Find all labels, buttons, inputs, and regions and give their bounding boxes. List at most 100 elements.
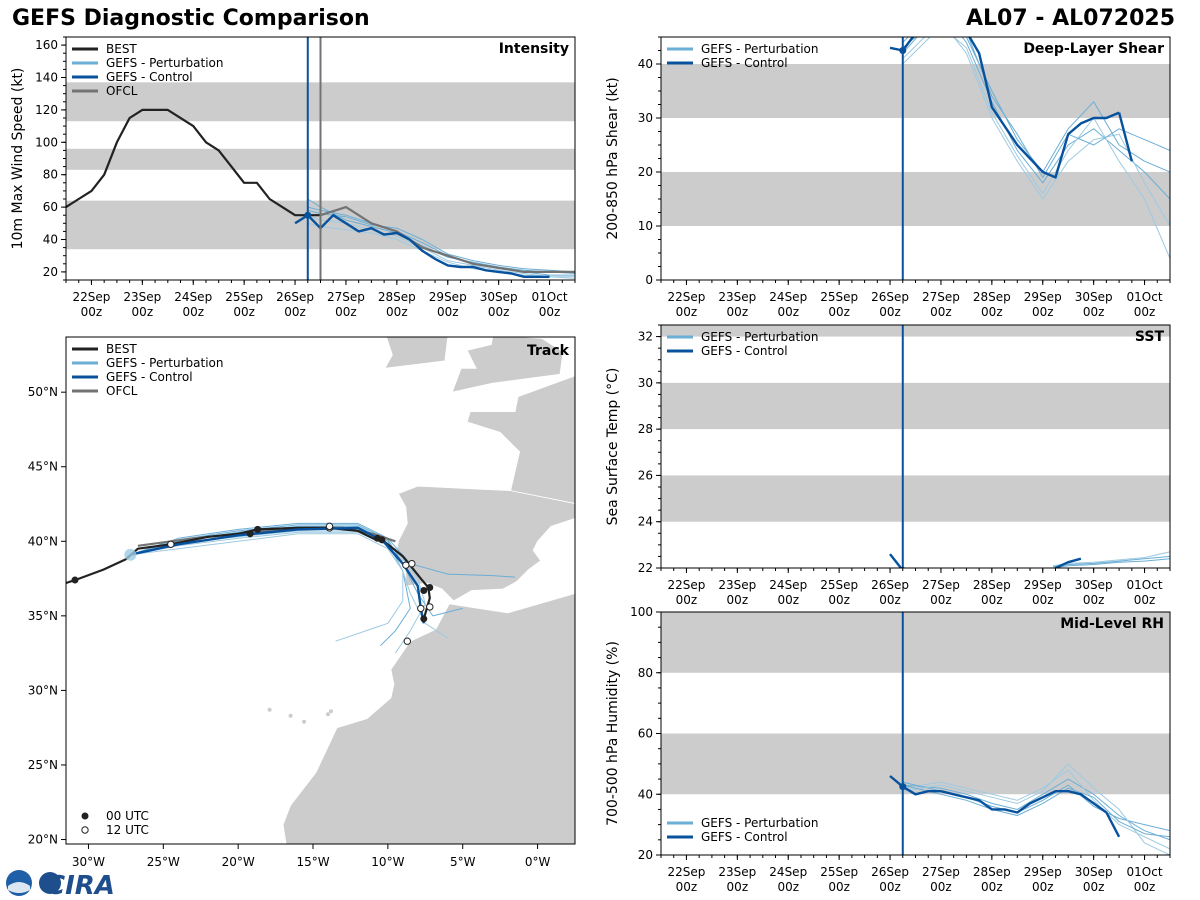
x-tick-label: 00z: [777, 305, 799, 319]
x-tick-label: 24Sep: [769, 290, 807, 304]
x-tick-label: 00z: [539, 305, 561, 319]
y-tick-label: 10: [638, 219, 653, 233]
cira-logo: CIRA: [6, 870, 114, 898]
best-12utc-point: [403, 637, 412, 645]
y-tick-label: 100: [630, 605, 653, 619]
x-tick-label: 00z: [81, 305, 103, 319]
x-tick-label: 30Sep: [1075, 578, 1113, 592]
x-tick-label: 22Sep: [668, 290, 706, 304]
x-tick-label: 30Sep: [480, 290, 518, 304]
x-tick-label: 00z: [284, 305, 306, 319]
figure-title: GEFS Diagnostic Comparison: [12, 6, 370, 31]
best-12utc-point: [426, 603, 434, 611]
x-tick-label: 00z: [828, 880, 850, 894]
best-series-line: [66, 108, 321, 217]
france-land: [466, 337, 575, 506]
y-tick-label: 80: [43, 168, 58, 182]
legend-label: OFCL: [106, 84, 138, 98]
x-tick-label: 00z: [1083, 593, 1105, 607]
x-tick-label: 22Sep: [668, 578, 706, 592]
y-axis-label: 200-850 hPa Shear (kt): [605, 77, 621, 239]
intensity-band: [661, 382, 1170, 430]
x-tick-label: 29Sep: [429, 290, 467, 304]
y-tick-label: 35°N: [28, 609, 58, 623]
legend-label: 12 UTC: [106, 823, 149, 837]
perturbation-series-line: [902, 37, 1170, 259]
legend-label: GEFS - Control: [106, 70, 193, 84]
legend-label: GEFS - Perturbation: [701, 330, 818, 344]
x-tick-label: 5°W: [450, 855, 476, 869]
x-tick-label: 20°W: [222, 855, 255, 869]
x-tick-label: 00z: [1083, 305, 1105, 319]
y-tick-label: 50°N: [28, 385, 58, 399]
x-tick-label: 00z: [233, 305, 255, 319]
axes-frame: [65, 336, 576, 845]
panel-title: Mid-Level RH: [1060, 616, 1164, 632]
x-tick-label: 00z: [437, 305, 459, 319]
best-track-line: [66, 526, 431, 620]
panel-title: Track: [527, 343, 570, 359]
x-tick-label: 26Sep: [276, 290, 314, 304]
y-tick-label: 60: [43, 200, 58, 214]
x-tick-label: 27Sep: [922, 290, 960, 304]
x-tick-label: 00z: [777, 593, 799, 607]
init-marker: [304, 211, 312, 219]
x-tick-label: 00z: [930, 305, 952, 319]
y-tick-label: 30: [638, 111, 653, 125]
y-tick-label: 25°N: [28, 758, 58, 772]
x-tick-label: 25Sep: [820, 578, 858, 592]
control-series-line: [889, 37, 1120, 179]
x-tick-label: 28Sep: [973, 290, 1011, 304]
x-tick-label: 26Sep: [871, 865, 909, 879]
y-tick-label: 120: [35, 103, 58, 117]
x-tick-label: 00z: [1134, 305, 1156, 319]
x-tick-label: 00z: [727, 305, 749, 319]
x-tick-label: 00z: [386, 305, 408, 319]
x-tick-label: 01Oct: [1127, 865, 1163, 879]
legend-12utc-marker: [81, 826, 89, 834]
legend-00utc-marker: [81, 812, 89, 820]
plot-area: [66, 37, 575, 280]
plot-area: [661, 325, 1170, 568]
x-tick-label: 15°W: [296, 855, 329, 869]
x-tick-label: 01Oct: [1127, 578, 1163, 592]
y-axis-label: Sea Surface Temp (°C): [605, 368, 621, 526]
init-marker: [899, 783, 907, 791]
panel-title: Intensity: [499, 41, 569, 57]
legend-label: GEFS - Control: [701, 830, 788, 844]
perturbation-series-line: [1052, 551, 1170, 567]
x-tick-label: 22Sep: [668, 865, 706, 879]
x-tick-label: 00z: [335, 305, 357, 319]
control-series-line: [889, 775, 1121, 838]
panel-shear: 01020304022Sep00z23Sep00z24Sep00z25Sep00…: [605, 36, 1171, 319]
y-tick-label: 40: [638, 57, 653, 71]
x-tick-label: 00z: [981, 305, 1003, 319]
init-cluster: [124, 548, 137, 561]
best-00utc-point: [420, 587, 428, 594]
best-12utc-point: [417, 604, 425, 613]
control-series-line: [1117, 112, 1133, 162]
x-tick-label: 00z: [182, 305, 204, 319]
y-tick-label: 22: [638, 561, 653, 575]
control-track-line: [130, 526, 425, 624]
x-tick-label: 24Sep: [174, 290, 212, 304]
best-12utc-point: [325, 522, 334, 531]
noaa-wave-icon: [8, 882, 30, 893]
x-tick-label: 00z: [1032, 593, 1054, 607]
intensity-band: [661, 325, 1170, 337]
y-tick-label: 40°N: [28, 534, 58, 548]
x-tick-label: 01Oct: [532, 290, 568, 304]
x-tick-label: 00z: [930, 593, 952, 607]
y-tick-label: 0: [645, 273, 653, 287]
storm-id: AL07 - AL072025: [966, 6, 1175, 31]
x-tick-label: 00z: [676, 305, 698, 319]
x-tick-label: 22Sep: [73, 290, 111, 304]
x-tick-label: 26Sep: [871, 290, 909, 304]
x-tick-label: 25Sep: [225, 290, 263, 304]
intensity-band: [661, 475, 1170, 522]
intensity-band: [661, 64, 1170, 118]
best-00utc-point: [246, 530, 254, 538]
best-00utc-point: [426, 584, 434, 592]
legend-label: GEFS - Perturbation: [106, 356, 223, 370]
